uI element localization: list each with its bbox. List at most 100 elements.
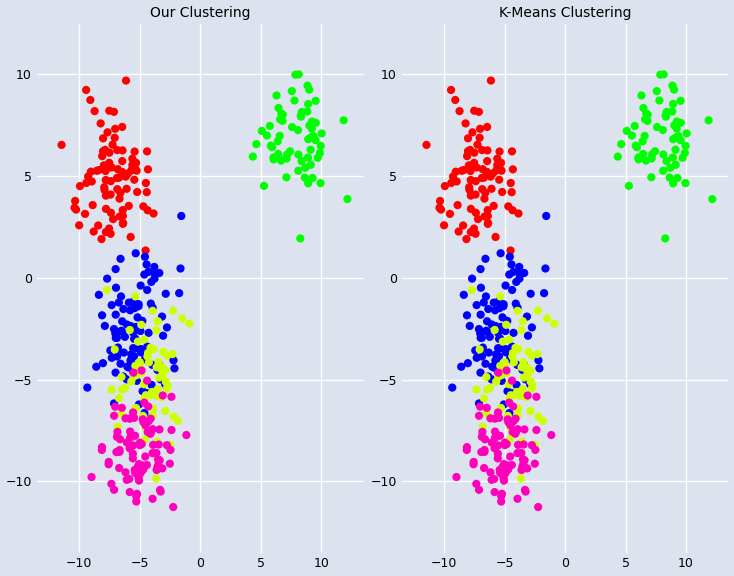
Point [479, 194, 490, 203]
Point [96, 310, 108, 320]
Point [101, 274, 113, 283]
Point [489, 444, 501, 453]
Point [121, 362, 133, 372]
Point [438, 221, 450, 230]
Point [135, 344, 147, 354]
Point [272, 103, 284, 112]
Point [139, 252, 150, 262]
Point [655, 70, 666, 79]
Point [130, 343, 142, 353]
Point [500, 367, 512, 376]
Point [664, 163, 676, 172]
Point [492, 454, 504, 463]
Point [110, 310, 122, 319]
Point [142, 342, 153, 351]
Point [305, 132, 317, 142]
Point [501, 366, 512, 375]
Point [446, 85, 457, 94]
Point [474, 329, 486, 338]
Point [502, 415, 514, 424]
Point [495, 403, 507, 412]
Point [124, 433, 136, 442]
Point [651, 123, 663, 132]
Point [502, 465, 514, 474]
Point [152, 462, 164, 471]
Point [108, 485, 120, 494]
Point [142, 348, 154, 358]
Point [141, 376, 153, 385]
Point [115, 188, 126, 198]
Point [475, 264, 487, 274]
Point [509, 414, 521, 423]
Point [80, 85, 92, 94]
Point [148, 274, 160, 283]
Point [141, 147, 153, 156]
Point [512, 360, 523, 369]
Point [141, 260, 153, 269]
Point [670, 160, 682, 169]
Point [498, 473, 509, 483]
Point [117, 327, 128, 336]
Point [127, 449, 139, 458]
Point [113, 464, 125, 473]
Point [633, 153, 644, 162]
Point [495, 166, 507, 175]
Point [139, 408, 150, 418]
Point [504, 435, 515, 445]
Point [515, 474, 527, 483]
Point [97, 358, 109, 367]
Point [520, 392, 532, 401]
Point [159, 366, 171, 375]
Point [129, 334, 141, 343]
Point [130, 158, 142, 168]
Point [277, 116, 288, 126]
Point [127, 343, 139, 353]
Point [126, 154, 138, 164]
Point [520, 487, 531, 496]
Point [315, 179, 327, 188]
Point [505, 391, 517, 400]
Point [492, 408, 504, 417]
Point [490, 356, 502, 365]
Point [85, 167, 97, 176]
Point [515, 391, 527, 400]
Point [533, 356, 545, 365]
Point [109, 133, 120, 142]
Point [509, 429, 521, 438]
Point [479, 464, 490, 473]
Point [247, 152, 258, 161]
Point [128, 334, 140, 343]
Point [120, 468, 131, 477]
Point [134, 327, 146, 336]
Point [462, 147, 474, 156]
Point [128, 368, 139, 377]
Point [478, 298, 490, 307]
Point [117, 157, 128, 166]
Point [532, 502, 544, 511]
Point [476, 334, 487, 343]
Point [150, 474, 162, 483]
Point [492, 441, 504, 450]
Point [125, 321, 137, 331]
Point [473, 133, 485, 142]
Point [142, 352, 153, 361]
Point [633, 155, 644, 164]
Point [120, 414, 131, 423]
Point [131, 323, 142, 332]
Point [152, 455, 164, 464]
Point [478, 393, 490, 403]
Point [120, 374, 132, 384]
Point [526, 384, 537, 393]
Point [476, 432, 487, 441]
Point [470, 229, 482, 238]
Point [109, 124, 121, 134]
Point [129, 431, 141, 441]
Point [661, 157, 672, 166]
Point [145, 390, 157, 399]
Point [113, 173, 125, 182]
Point [529, 445, 541, 454]
Point [275, 115, 286, 124]
Point [482, 317, 493, 326]
Point [173, 289, 185, 298]
Point [679, 148, 691, 157]
